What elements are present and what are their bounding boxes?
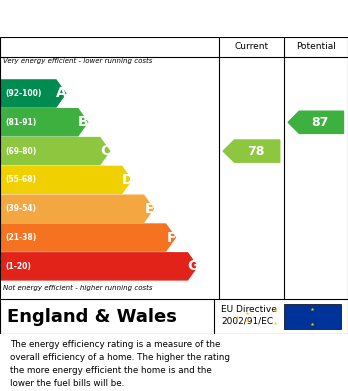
- Text: (92-100): (92-100): [5, 89, 42, 98]
- Text: Potential: Potential: [296, 43, 336, 52]
- Text: EU Directive
2002/91/EC: EU Directive 2002/91/EC: [221, 305, 277, 325]
- Text: Very energy efficient - lower running costs: Very energy efficient - lower running co…: [3, 58, 153, 64]
- Text: (39-54): (39-54): [5, 204, 36, 213]
- Text: (21-38): (21-38): [5, 233, 37, 242]
- Polygon shape: [0, 195, 153, 222]
- Text: Not energy efficient - higher running costs: Not energy efficient - higher running co…: [3, 285, 153, 291]
- Text: (55-68): (55-68): [5, 176, 36, 185]
- Polygon shape: [288, 111, 343, 133]
- Text: A: A: [56, 86, 67, 100]
- Text: 87: 87: [311, 116, 329, 129]
- Text: C: C: [100, 144, 110, 158]
- Polygon shape: [0, 167, 132, 194]
- Bar: [284, 304, 341, 329]
- Text: F: F: [166, 231, 176, 244]
- Text: G: G: [187, 259, 199, 273]
- Text: Current: Current: [234, 43, 269, 52]
- Polygon shape: [0, 224, 175, 251]
- Text: The energy efficiency rating is a measure of the
overall efficiency of a home. T: The energy efficiency rating is a measur…: [10, 340, 230, 387]
- Polygon shape: [0, 138, 110, 165]
- Text: (69-80): (69-80): [5, 147, 37, 156]
- Text: (81-91): (81-91): [5, 118, 37, 127]
- Text: B: B: [78, 115, 89, 129]
- Text: (1-20): (1-20): [5, 262, 31, 271]
- Text: England & Wales: England & Wales: [7, 308, 177, 326]
- Text: E: E: [144, 202, 154, 216]
- Text: D: D: [121, 173, 133, 187]
- Polygon shape: [0, 80, 66, 107]
- Polygon shape: [0, 109, 88, 136]
- Text: Energy Efficiency Rating: Energy Efficiency Rating: [10, 11, 220, 26]
- Polygon shape: [223, 140, 280, 162]
- Text: 78: 78: [247, 145, 264, 158]
- Polygon shape: [0, 253, 197, 280]
